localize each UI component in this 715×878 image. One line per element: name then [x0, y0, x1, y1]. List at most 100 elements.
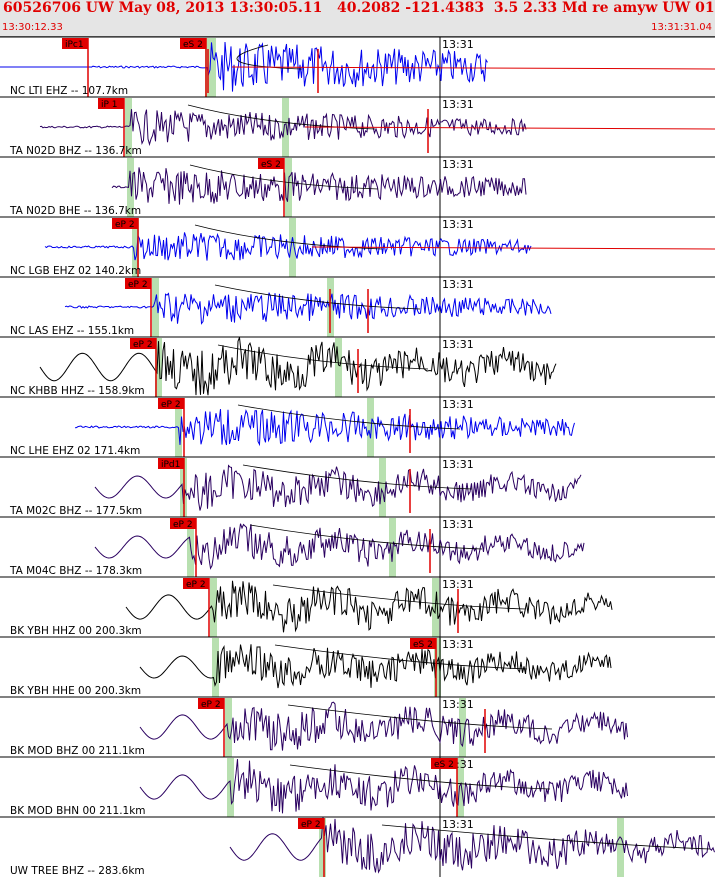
- phase-pick-box[interactable]: [158, 458, 184, 469]
- trace-row: 13:31 eP 2 UW TREE BHZ -- 283.6km: [0, 816, 715, 877]
- phase-pick-box[interactable]: [130, 338, 156, 349]
- arrival-band: [289, 218, 296, 277]
- minute-marker-label: 13:31: [442, 398, 474, 411]
- station-label: UW TREE BHZ -- 283.6km: [10, 865, 145, 877]
- phase-pick-box[interactable]: [125, 278, 151, 289]
- arrival-band: [209, 38, 216, 97]
- minute-marker-label: 13:31: [442, 638, 474, 651]
- phase-pick-box[interactable]: [158, 398, 184, 409]
- waveform: [229, 817, 715, 874]
- waveform: [74, 409, 575, 447]
- travel-time-curve: [189, 164, 379, 190]
- phase-pick-label: iPc1: [65, 40, 84, 50]
- arrival-band: [132, 218, 139, 277]
- station-label: TA N02D BHZ -- 136.7km: [9, 145, 142, 157]
- station-label: TA M04C BHZ -- 178.3km: [9, 565, 142, 577]
- trace-row: 13:31 eP 2 TA M04C BHZ -- 178.3km: [0, 516, 715, 577]
- travel-time-curve: [249, 524, 483, 550]
- station-label: BK YBH HHZ 00 200.3km: [10, 625, 142, 637]
- trace-row: 13:31 eP 2 NC LAS EHZ -- 155.1km: [0, 276, 715, 337]
- coda-curve: [311, 246, 715, 250]
- trace-row: 13:31 iPc1 eS 2 NC LTI EHZ -- 107.7km: [0, 37, 715, 97]
- phase-pick-box[interactable]: [198, 698, 224, 709]
- arrival-band: [367, 398, 374, 457]
- phase-pick-box[interactable]: [180, 38, 206, 49]
- minute-marker-label: 13:31: [442, 278, 474, 291]
- phase-pick-label: iPd1: [161, 460, 180, 470]
- minute-marker-label: 13:31: [442, 98, 474, 111]
- arrival-band: [617, 818, 624, 877]
- minute-marker-label: 13:31: [442, 518, 474, 531]
- phase-pick-label: eP 2: [133, 340, 153, 350]
- phase-pick-label: eP 2: [201, 700, 221, 710]
- station-label: NC LAS EHZ -- 155.1km: [10, 325, 134, 337]
- station-label: NC LGB EHZ 02 140.2km: [10, 265, 141, 277]
- trace-row: 13:31 eP 2 BK YBH HHZ 00 200.3km: [0, 576, 715, 637]
- arrival-band: [125, 98, 132, 157]
- travel-time-curve: [287, 704, 553, 730]
- phase-pick-box[interactable]: [431, 758, 457, 769]
- waveform: [64, 292, 552, 325]
- arrival-band: [335, 338, 342, 397]
- waveform: [125, 580, 613, 633]
- phase-pick-box[interactable]: [170, 518, 196, 529]
- trace-row: 13:31 eS 2 BK YBH HHE 00 200.3km: [0, 636, 715, 697]
- arrival-band: [152, 278, 159, 337]
- waveform: [94, 523, 585, 570]
- minute-marker-label: 13:31: [442, 698, 474, 711]
- arrival-band: [225, 698, 232, 757]
- travel-time-curve: [236, 44, 303, 70]
- station-label: NC KHBB HHZ -- 158.9km: [10, 385, 145, 397]
- travel-time-curve: [214, 284, 421, 310]
- travel-time-curve: [289, 764, 551, 790]
- travel-time-curve: [381, 824, 711, 850]
- minute-marker-label: 13:31: [442, 818, 474, 831]
- station-label: NC LHE EHZ 02 171.4km: [10, 445, 140, 457]
- minute-marker-label: 13:31: [442, 578, 474, 591]
- coda-curve: [304, 126, 715, 130]
- phase-pick-box[interactable]: [298, 818, 324, 829]
- station-label: TA M02C BHZ -- 177.5km: [9, 505, 142, 517]
- phase-pick-box[interactable]: [62, 38, 88, 49]
- waveform: [39, 337, 557, 396]
- arrival-band: [212, 638, 219, 697]
- phase-pick-label: iP 1: [101, 100, 118, 110]
- arrival-band: [434, 638, 441, 697]
- phase-pick-label: eS 2: [261, 160, 281, 170]
- phase-pick-label: eS 2: [434, 760, 454, 770]
- arrival-band: [459, 698, 466, 757]
- phase-pick-label: eP 2: [161, 400, 181, 410]
- travel-time-curve: [274, 644, 528, 670]
- phase-pick-label: eP 2: [173, 520, 193, 530]
- waveform: [94, 464, 582, 511]
- arrival-band: [389, 518, 396, 577]
- phase-pick-box[interactable]: [410, 638, 436, 649]
- waveform: [139, 644, 612, 689]
- arrival-band: [319, 818, 326, 877]
- phase-pick-box[interactable]: [98, 98, 124, 109]
- event-title: 60526706 UW May 08, 2013 13:30:05.11 40.…: [3, 0, 715, 16]
- travel-time-curve: [237, 404, 461, 430]
- travel-time-curve: [242, 464, 473, 490]
- phase-pick-box[interactable]: [112, 218, 138, 229]
- travel-time-curve: [217, 344, 429, 370]
- minute-marker-label: 13:31: [442, 38, 474, 51]
- phase-pick-label: eP 2: [115, 220, 135, 230]
- event-header: 60526706 UW May 08, 2013 13:30:05.11 40.…: [0, 0, 715, 37]
- window-end-time: 13:31:31.04: [651, 22, 712, 33]
- arrival-band: [379, 458, 386, 517]
- arrival-band: [457, 758, 464, 817]
- coda-curve: [231, 66, 715, 70]
- phase-pick-box[interactable]: [258, 158, 284, 169]
- phase-pick-label: eP 2: [301, 820, 321, 830]
- minute-marker-label: 13:31: [442, 338, 474, 351]
- phase-pick-label: eS 2: [183, 40, 203, 50]
- trace-row: 13:31 iP 1 TA N02D BHZ -- 136.7km: [0, 96, 715, 157]
- phase-pick-label: eP 2: [186, 580, 206, 590]
- station-label: TA N02D BHE -- 136.7km: [9, 205, 141, 217]
- trace-row: 13:31 eP 2 NC LGB EHZ 02 140.2km: [0, 216, 715, 277]
- waveform: [139, 759, 628, 814]
- phase-pick-box[interactable]: [183, 578, 209, 589]
- arrival-band: [155, 338, 162, 397]
